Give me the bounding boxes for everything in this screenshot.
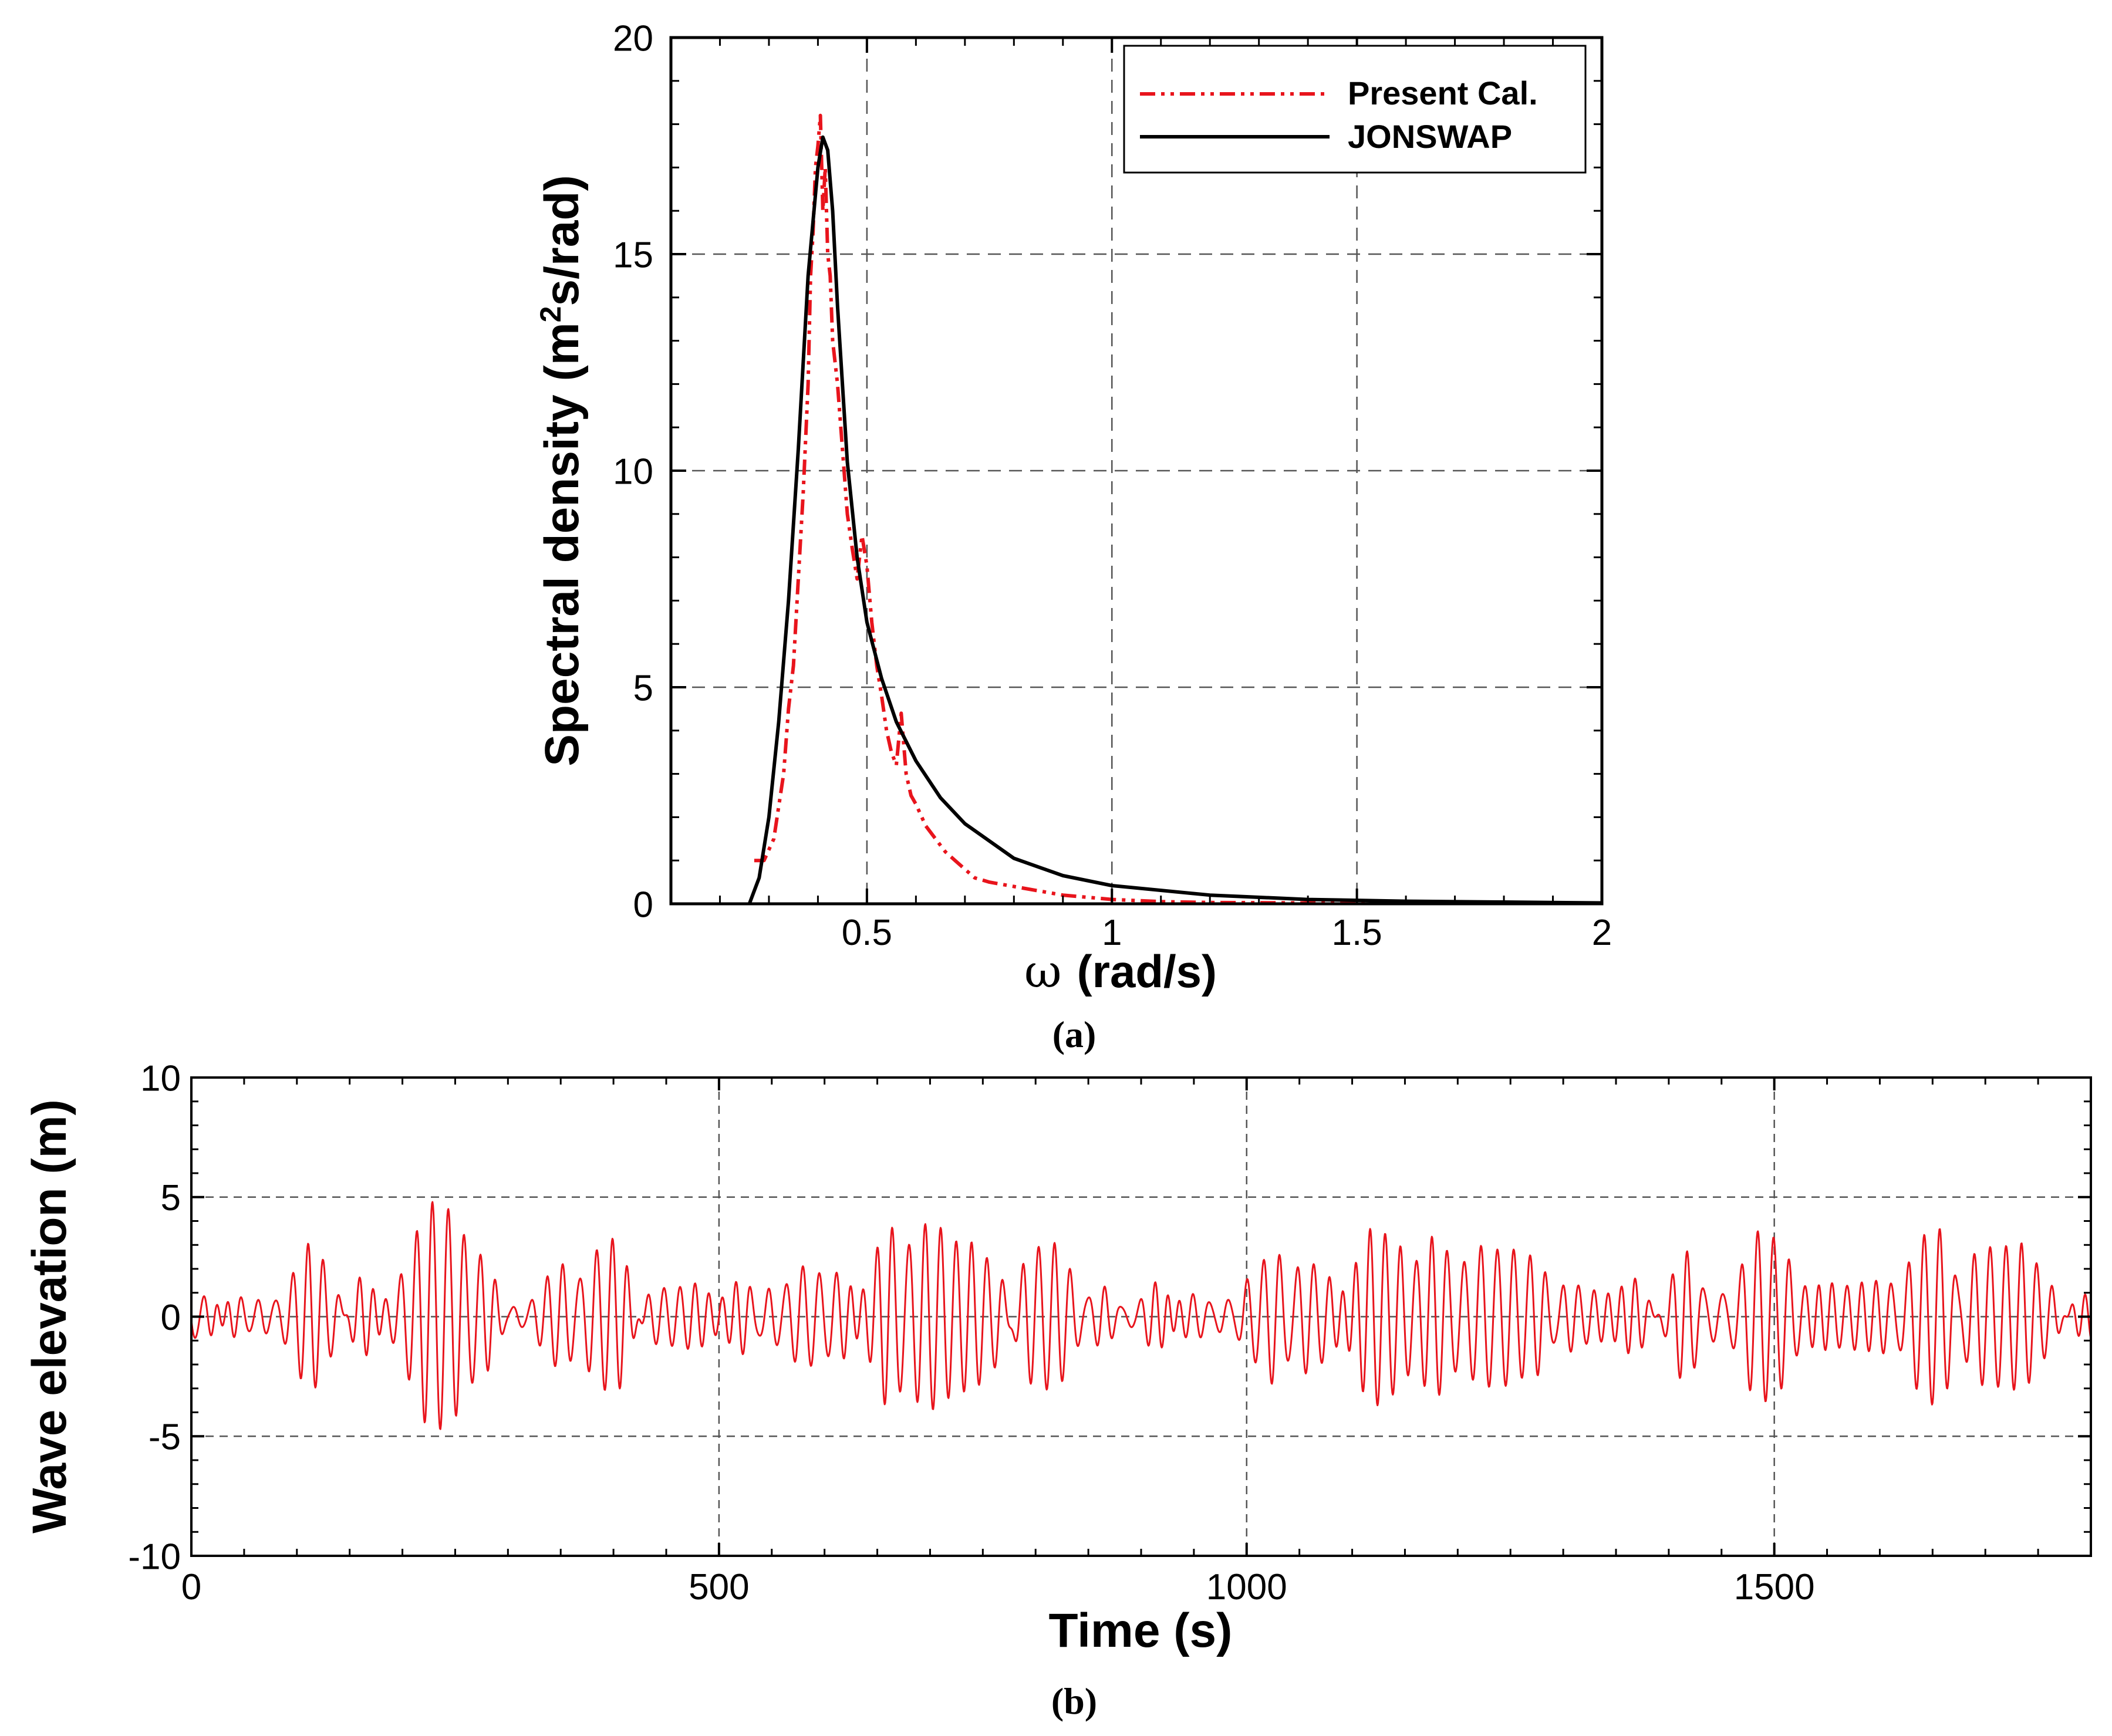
chart-b-x-axis-label: Time (s) [1049,1604,1233,1657]
series-line-present-cal [754,113,1602,904]
chart-a-y-axis-label: Spectral density (m2s/rad) [534,175,589,766]
legend-box [1123,45,1587,174]
chart-b-y-axis-label: Wave elevation (m) [23,1099,76,1534]
x-tick-label: 500 [689,1567,749,1607]
y-tick-label: 0 [633,884,653,925]
x-tick-label: 0 [181,1567,201,1607]
y-tick-label: 10 [613,451,653,492]
y-tick-label: -10 [128,1536,181,1577]
y-tick-label: 5 [161,1178,181,1218]
legend-label-jonswap: JONSWAP [1348,118,1512,155]
y-tick-label: 0 [161,1298,181,1338]
y-tick-label: 15 [613,235,653,275]
chart-a-series-layer [747,113,1602,904]
x-axis-units: (rad/s) [1077,945,1217,997]
series-line-wave-elevation [191,1201,2091,1430]
x-tick-label: 1000 [1206,1567,1287,1607]
chart-b-series-layer [191,1201,2091,1430]
y-tick-label: 20 [613,18,653,59]
chart-b-tick-labels: 0 500 1000 1500 -10 -5 0 5 10 [128,1058,1814,1607]
legend-label-present-cal: Present Cal. [1348,75,1538,112]
y-tick-label: -5 [149,1417,181,1458]
x-tick-label: 0.5 [842,913,892,953]
wave-elevation-chart: 0 500 1000 1500 -10 -5 0 5 10 Time (s) Wave elev… [23,1058,2092,1722]
series-line-jonswap [747,135,1602,904]
x-tick-label: 1.5 [1332,913,1382,953]
chart-b-tick-marks [190,1076,2092,1557]
panel-a-caption: (a) [1052,1014,1097,1055]
panel-b-caption: (b) [1051,1680,1097,1722]
x-tick-label: 1 [1102,913,1122,953]
y-label-pre: Spectral density (m [535,322,589,766]
y-tick-label: 5 [633,668,653,708]
y-label-post: s/rad) [535,175,589,306]
y-label-superscript: 2 [534,306,567,323]
chart-a-legend: Present Cal. JONSWAP [1123,45,1587,174]
x-tick-label: 2 [1592,913,1612,953]
omega-symbol: ω [1024,945,1062,998]
chart-a-x-axis-label: ω (rad/s) [1024,945,1217,998]
x-tick-label: 1500 [1734,1567,1815,1607]
y-tick-label: 10 [140,1058,181,1099]
chart-a-gridlines [671,38,1602,904]
